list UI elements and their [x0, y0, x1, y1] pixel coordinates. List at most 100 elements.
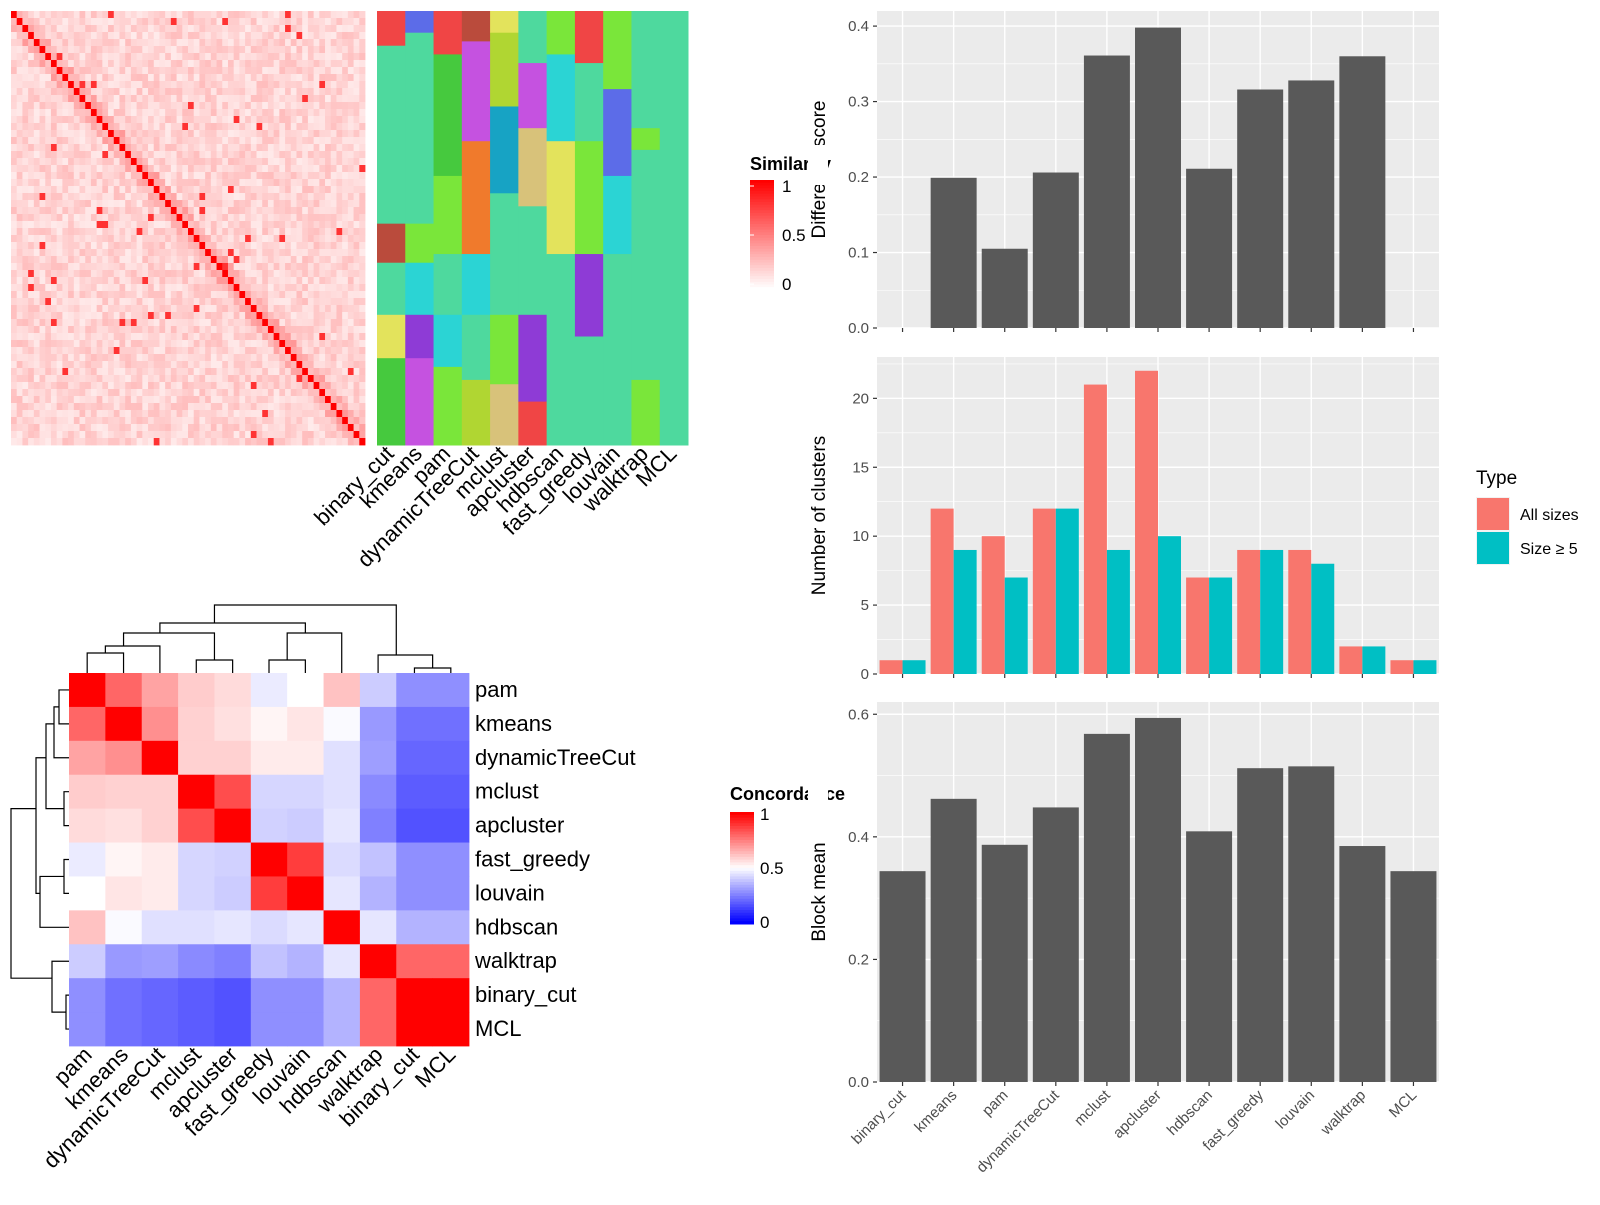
similarity-cell: [233, 305, 240, 313]
similarity-cell: [85, 123, 92, 131]
similarity-cell: [205, 137, 212, 145]
similarity-cell: [245, 256, 252, 264]
similarity-cell: [148, 18, 155, 26]
similarity-cell: [336, 326, 343, 334]
similarity-cell: [359, 32, 366, 40]
concordance-cell: [287, 774, 324, 810]
similarity-cell: [216, 354, 223, 362]
similarity-cell: [136, 305, 143, 313]
similarity-cell: [176, 88, 183, 96]
similarity-cell: [22, 410, 29, 418]
concordance-cell: [105, 673, 143, 708]
similarity-cell: [50, 67, 58, 75]
similarity-cell: [256, 242, 263, 250]
similarity-cell: [119, 284, 126, 292]
concordance-legend-swatch: [730, 915, 754, 919]
similarity-cell: [307, 270, 315, 278]
similarity-cell: [273, 319, 280, 327]
similarity-cell: [182, 186, 189, 194]
similarity-cell: [39, 123, 46, 131]
similarity-cell: [113, 74, 120, 82]
similarity-cell: [22, 424, 29, 432]
similarity-cell: [267, 291, 275, 299]
similarity-cell: [182, 438, 189, 446]
similarity-cell: [325, 39, 332, 47]
similarity-legend-swatch: [750, 243, 774, 247]
similarity-cell: [182, 424, 189, 432]
similarity-cell: [330, 74, 337, 82]
similarity-cell: [245, 319, 252, 327]
similarity-cell: [68, 158, 75, 166]
similarity-cell: [330, 403, 337, 411]
similarity-cell: [148, 424, 155, 432]
similarity-cell: [330, 389, 337, 397]
similarity-cell: [267, 361, 275, 369]
y-tick-label: 15: [852, 459, 869, 476]
similarity-cell: [96, 417, 103, 425]
similarity-cell: [165, 396, 172, 404]
similarity-cell: [313, 81, 320, 89]
y-tick-label: 0.6: [848, 706, 869, 723]
similarity-cell: [359, 214, 366, 222]
similarity-cell: [188, 144, 195, 152]
similarity-cell: [28, 298, 35, 306]
similarity-cell: [330, 81, 337, 89]
similarity-cell: [153, 67, 160, 75]
similarity-cell: [130, 81, 138, 89]
similarity-cell: [336, 291, 343, 299]
similarity-cell: [336, 319, 343, 327]
similarity-cell: [319, 46, 326, 54]
similarity-cell: [353, 410, 360, 418]
similarity-cell: [153, 242, 160, 250]
similarity-cell: [319, 403, 326, 411]
similarity-cell: [170, 277, 177, 285]
similarity-cell: [222, 123, 229, 131]
similarity-cell: [307, 172, 315, 180]
similarity-cell: [296, 25, 303, 33]
similarity-cell: [125, 11, 132, 19]
similarity-cell: [11, 186, 18, 194]
similarity-cell: [347, 368, 354, 376]
similarity-cell: [119, 88, 126, 96]
similarity-cell: [188, 438, 195, 446]
similarity-cell: [222, 186, 229, 194]
similarity-cell: [290, 123, 297, 131]
similarity-cell: [90, 186, 98, 194]
concordance-cell: [250, 1012, 288, 1047]
similarity-cell: [330, 137, 337, 145]
similarity-cell: [325, 137, 332, 145]
similarity-cell: [108, 221, 115, 229]
similarity-cell: [11, 193, 18, 201]
similarity-cell: [39, 60, 46, 68]
similarity-cell: [239, 172, 246, 180]
similarity-cell: [102, 193, 109, 201]
y-tick-label: 0.4: [848, 18, 869, 35]
similarity-cell: [233, 263, 240, 271]
similarity-cell: [319, 263, 326, 271]
similarity-cell: [222, 277, 229, 285]
similarity-cell: [199, 123, 206, 131]
similarity-cell: [153, 354, 160, 362]
similarity-cell: [267, 67, 275, 75]
similarity-cell: [296, 319, 303, 327]
similarity-cell: [113, 11, 120, 19]
similarity-cell: [256, 277, 263, 285]
similarity-cell: [342, 186, 349, 194]
concordance-cell: [105, 1012, 143, 1047]
concordance-legend-swatch: [730, 817, 754, 821]
similarity-cell: [56, 354, 63, 362]
similarity-cell: [90, 137, 98, 145]
similarity-cell: [273, 60, 280, 68]
similarity-cell: [199, 158, 206, 166]
similarity-cell: [148, 249, 155, 257]
similarity-cell: [233, 403, 240, 411]
similarity-cell: [313, 109, 320, 117]
similarity-cell: [96, 81, 103, 89]
similarity-cell: [307, 291, 315, 299]
similarity-cell: [302, 130, 309, 138]
similarity-cell: [267, 60, 275, 68]
bar-size-5: [1055, 508, 1079, 674]
similarity-cell: [222, 396, 229, 404]
similarity-cell: [239, 361, 246, 369]
similarity-cell: [336, 361, 343, 369]
